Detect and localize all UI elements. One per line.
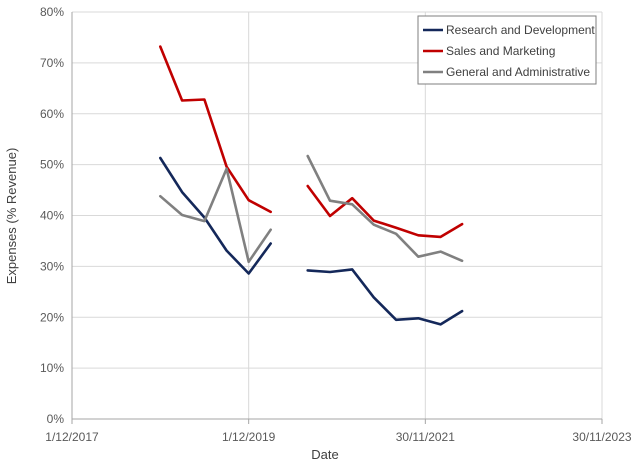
y-tick-label: 80%	[40, 5, 64, 19]
legend-label: Research and Development	[446, 23, 595, 37]
y-axis-title: Expenses (% Revenue)	[4, 148, 19, 285]
series-line-sales-and-marketing	[160, 47, 270, 212]
legend-item-general-and-administrative: General and Administrative	[423, 65, 590, 79]
x-tick-label: 1/12/2017	[45, 430, 99, 444]
y-tick-label: 60%	[40, 107, 64, 121]
y-tick-label: 10%	[40, 361, 64, 375]
y-tick-label: 30%	[40, 259, 64, 273]
legend: Research and Development Sales and Market…	[418, 16, 596, 84]
series-line-general-and-administrative	[308, 156, 462, 261]
legend-label: Sales and Marketing	[446, 44, 555, 58]
legend-item-research-and-development: Research and Development	[423, 23, 595, 37]
series-line-research-and-development	[308, 269, 462, 324]
series-layer	[160, 47, 462, 325]
x-tick-label: 30/11/2023	[572, 430, 631, 444]
y-tick-label: 50%	[40, 158, 64, 172]
y-tick-label: 70%	[40, 56, 64, 70]
x-tick-label: 1/12/2019	[222, 430, 276, 444]
y-tick-label: 20%	[40, 310, 64, 324]
x-tick-label: 30/11/2021	[396, 430, 455, 444]
y-tick-label: 0%	[47, 412, 65, 426]
x-axis-title: Date	[311, 447, 338, 462]
legend-label: General and Administrative	[446, 65, 590, 79]
y-tick-label: 40%	[40, 209, 64, 223]
